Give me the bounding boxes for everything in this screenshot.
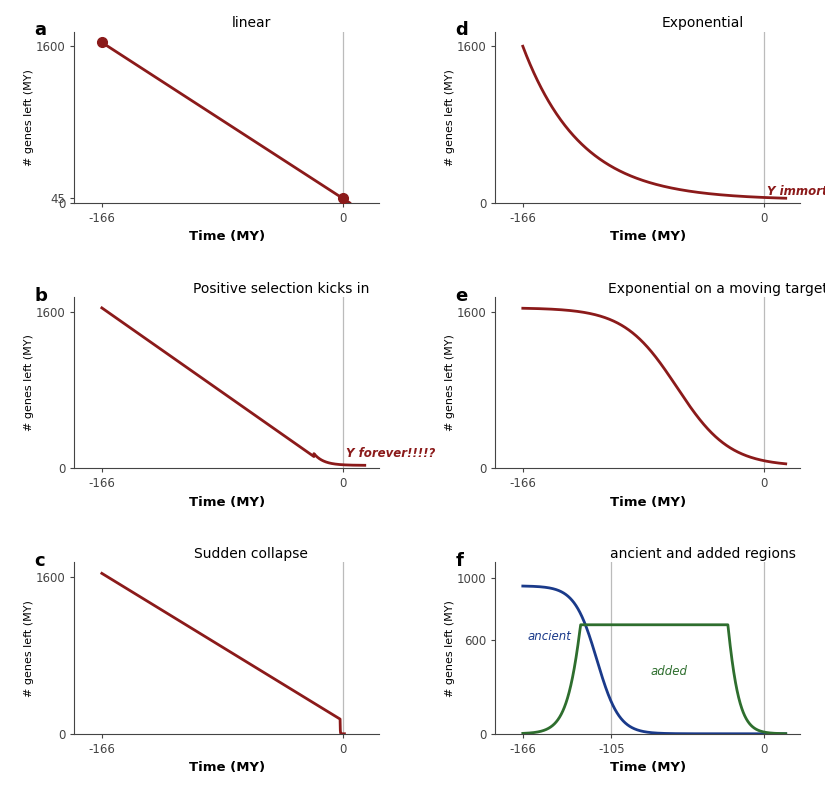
Text: Y forever!!!!?: Y forever!!!!? [346, 447, 436, 459]
Y-axis label: # genes left (MY): # genes left (MY) [24, 69, 34, 166]
Text: Y immortal?: Y immortal? [767, 185, 825, 199]
X-axis label: Time (MY): Time (MY) [610, 495, 686, 509]
X-axis label: Time (MY): Time (MY) [189, 761, 265, 774]
Title: Sudden collapse: Sudden collapse [194, 548, 308, 561]
Text: a: a [35, 21, 46, 39]
Text: c: c [35, 552, 45, 570]
X-axis label: Time (MY): Time (MY) [610, 230, 686, 244]
Title: linear: linear [232, 17, 271, 31]
Text: f: f [455, 552, 464, 570]
Title: Positive selection kicks in: Positive selection kicks in [194, 282, 370, 296]
Title: ancient and added regions: ancient and added regions [610, 548, 795, 561]
X-axis label: Time (MY): Time (MY) [610, 761, 686, 774]
Title: Exponential: Exponential [662, 17, 744, 31]
Text: e: e [455, 286, 468, 305]
X-axis label: Time (MY): Time (MY) [189, 230, 265, 244]
Y-axis label: # genes left (MY): # genes left (MY) [446, 600, 455, 697]
Text: b: b [35, 286, 48, 305]
Text: d: d [455, 21, 469, 39]
Title: Exponential on a moving target: Exponential on a moving target [608, 282, 825, 296]
Text: ancient: ancient [527, 630, 571, 643]
Y-axis label: # genes left (MY): # genes left (MY) [445, 335, 455, 431]
Y-axis label: # genes left (MY): # genes left (MY) [445, 69, 455, 166]
Y-axis label: # genes left (MY): # genes left (MY) [24, 335, 34, 431]
Y-axis label: # genes left (MY): # genes left (MY) [24, 600, 34, 697]
X-axis label: Time (MY): Time (MY) [189, 495, 265, 509]
Text: added: added [651, 664, 687, 678]
